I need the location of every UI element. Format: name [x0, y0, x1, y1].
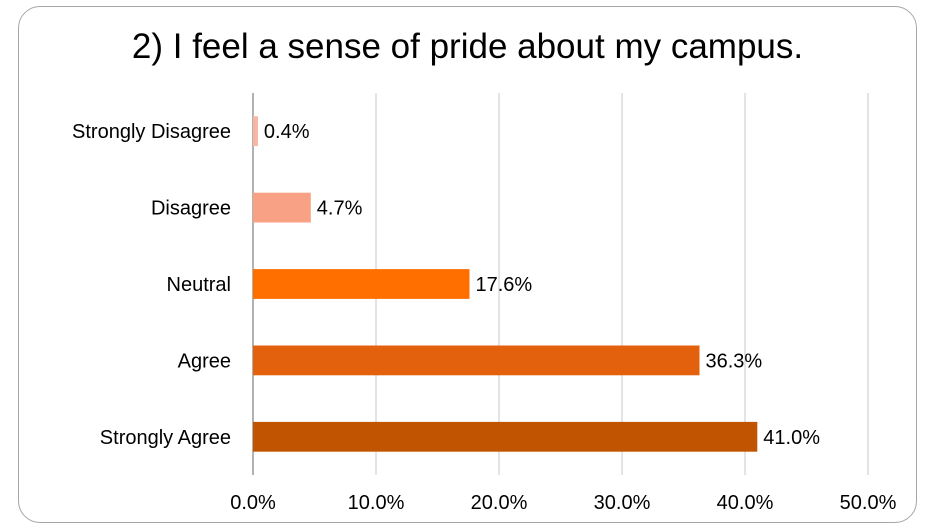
- x-tick-label: 10.0%: [348, 492, 405, 514]
- x-tick-label: 40.0%: [717, 492, 774, 514]
- category-label: Neutral: [167, 274, 231, 296]
- chart-title: 2) I feel a sense of pride about my camp…: [131, 27, 804, 66]
- x-tick-label: 50.0%: [840, 492, 897, 514]
- category-label: Agree: [178, 350, 231, 372]
- x-tick-label: 0.0%: [230, 492, 276, 514]
- data-label: 41.0%: [763, 427, 820, 449]
- x-tick-label: 20.0%: [471, 492, 528, 514]
- x-tick-label: 30.0%: [594, 492, 651, 514]
- data-label: 0.4%: [264, 121, 310, 143]
- data-label: 4.7%: [317, 198, 363, 220]
- bar: [253, 116, 258, 147]
- bar: [253, 269, 470, 299]
- data-label: 17.6%: [475, 274, 532, 296]
- bar: [253, 192, 311, 223]
- bar: [253, 421, 758, 452]
- category-label: Strongly Disagree: [72, 121, 231, 143]
- category-label: Strongly Agree: [100, 427, 231, 449]
- bar: [253, 345, 700, 376]
- data-label: 36.3%: [705, 350, 762, 372]
- category-label: Disagree: [151, 198, 231, 220]
